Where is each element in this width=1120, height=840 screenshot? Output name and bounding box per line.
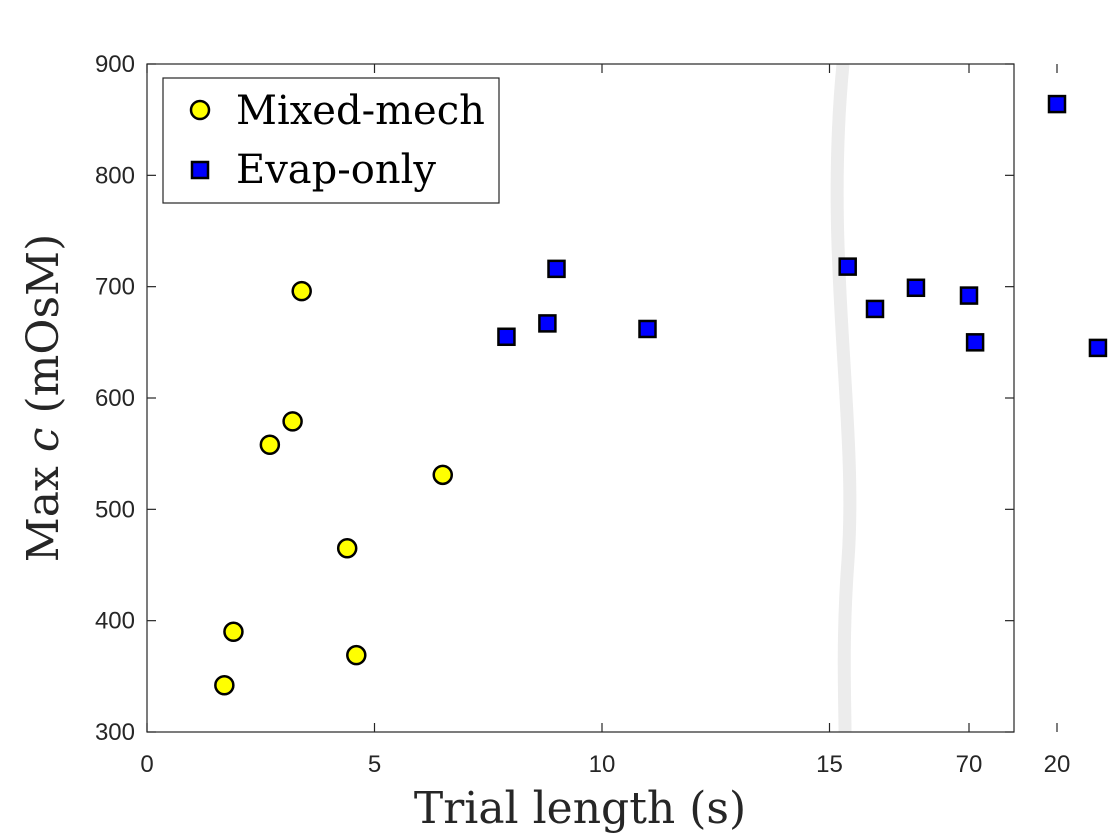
y-axis-title-variable: c (18, 428, 69, 453)
legend-label-mixed-mech: Mixed-mech (236, 88, 485, 134)
data-point-evap-only (906, 278, 926, 298)
data-point-evap-only (865, 299, 885, 319)
y-axis-title-suffix: (mOsM) (18, 234, 69, 428)
data-point-evap-only (838, 257, 857, 276)
data-point-mixed-mech (282, 411, 303, 432)
y-tick-label: 500 (95, 496, 135, 523)
y-tick-label: 800 (95, 162, 135, 189)
data-point-mixed-mech (346, 644, 367, 666)
data-point-mixed-mech (432, 464, 453, 486)
y-axis-title-prefix: Max (18, 452, 69, 562)
x-tick-label: 20 (1044, 751, 1071, 778)
legend: Mixed-mech Evap-only (162, 77, 500, 204)
axis-break-marker (830, 63, 857, 733)
y-tick-label: 900 (95, 51, 135, 78)
data-point-evap-only (959, 286, 979, 305)
data-point-evap-only (547, 259, 566, 279)
y-axis-title: Max c (mOsM) (18, 234, 69, 563)
data-point-mixed-mech (336, 538, 358, 559)
plot-frame (146, 63, 1015, 733)
x-tick-label: 70 (956, 751, 983, 778)
x-tick-label: 5 (368, 751, 381, 778)
x-tick-label: 15 (816, 751, 843, 778)
x-axis-title: Trial length (s) (414, 783, 746, 834)
data-point-mixed-mech (223, 621, 244, 643)
legend-label-evap-only: Evap-only (236, 147, 436, 193)
legend-marker-mixed-mech (189, 99, 211, 121)
data-points (214, 94, 1108, 696)
x-tick-label: 0 (140, 751, 153, 778)
x-tick-label: 10 (589, 751, 616, 778)
y-tick-label: 400 (95, 608, 135, 635)
data-point-evap-only (965, 333, 985, 352)
y-tick-labels: 300 400 500 600 700 800 900 (95, 51, 135, 746)
data-point-mixed-mech (291, 280, 312, 302)
data-point-evap-only (638, 319, 657, 339)
data-point-evap-only (1088, 338, 1108, 358)
y-tick-label: 700 (95, 274, 135, 301)
data-point-mixed-mech (214, 674, 235, 696)
data-point-evap-only (1047, 94, 1067, 114)
data-point-mixed-mech (259, 434, 281, 456)
x-tick-labels: 051015202570 (140, 751, 1071, 778)
legend-box (162, 77, 500, 204)
data-point-evap-only (497, 327, 516, 347)
data-point-evap-only (538, 314, 557, 333)
legend-marker-evap-only (190, 160, 210, 180)
y-tick-label: 600 (95, 385, 135, 412)
y-tick-label: 300 (95, 719, 135, 746)
